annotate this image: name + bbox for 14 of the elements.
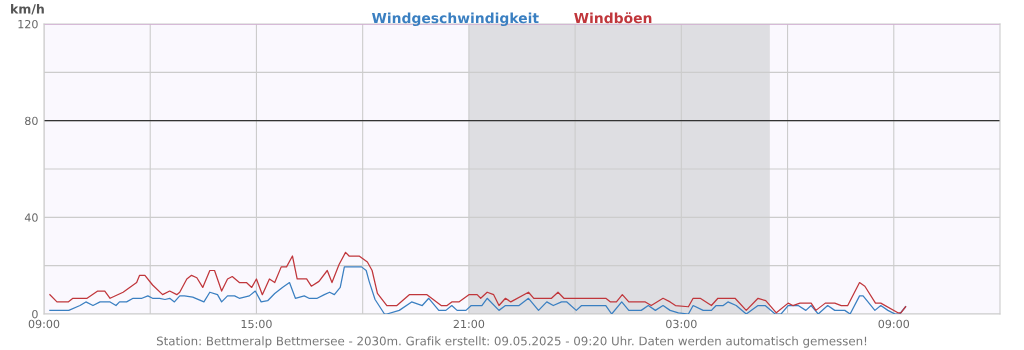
y-tick-label: 40	[24, 213, 38, 222]
text: Windgeschwindigkeit	[371, 12, 539, 27]
x-tick-label: 09:00	[28, 319, 60, 329]
x-tick-label: 09:00	[878, 319, 910, 329]
line-series	[49, 251, 907, 314]
y-tick-label: 0	[32, 309, 38, 319]
text: Station: Bettmeralp Bettmersee - 2030m. Grafik erstellt: 09.05.2025 - 09:20 Uhr. Daten werden automatisch gemessen!	[156, 336, 867, 348]
x-tick-label: 03:00	[666, 319, 697, 329]
y-axis-title: km/h	[11, 3, 44, 15]
x-tick-label: 21:00	[453, 319, 485, 329]
x-tick-label: 15:00	[241, 319, 272, 329]
y-tick-label: 120	[18, 19, 38, 29]
text: Windböen	[574, 12, 652, 24]
y-tick-label: 80	[25, 116, 38, 126]
